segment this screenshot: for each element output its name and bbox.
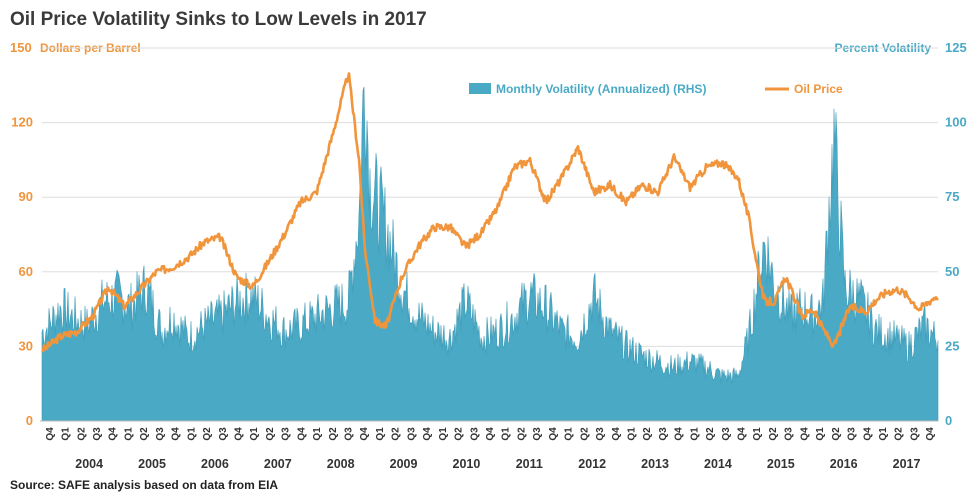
quarter-tick-label: Q4 <box>422 427 433 441</box>
quarter-tick-label: Q2 <box>642 427 653 441</box>
chart-title: Oil Price Volatility Sinks to Low Levels… <box>10 9 427 30</box>
quarter-tick-label: Q4 <box>45 427 56 441</box>
legend-label-oil: Oil Price <box>794 82 843 96</box>
year-tick-labels: 2004 2005 2006 2007 2008 2009 2010 2011 2012 2013… <box>75 457 920 471</box>
quarter-tick-label: Q3 <box>92 427 103 441</box>
left-tick-label: 90 <box>19 189 33 204</box>
year-tick-label: 2011 <box>516 457 543 471</box>
left-axis-ticks: 0 30 60 90 120 150 <box>10 40 33 428</box>
right-tick-label: 125 <box>945 40 967 55</box>
year-tick-label: 2005 <box>138 457 166 471</box>
year-tick-label: 2015 <box>767 457 795 471</box>
quarter-tick-label: Q3 <box>281 427 292 441</box>
source-note: Source: SAFE analysis based on data from… <box>10 478 278 492</box>
quarter-tick-label: Q3 <box>469 427 480 441</box>
quarter-tick-label: Q2 <box>579 427 590 441</box>
quarter-tick-label: Q4 <box>737 427 748 441</box>
quarter-tick-label: Q1 <box>123 427 134 441</box>
year-tick-label: 2009 <box>390 457 418 471</box>
year-tick-label: 2007 <box>264 457 292 471</box>
quarter-tick-label: Q2 <box>454 427 465 441</box>
right-tick-label: 25 <box>945 338 959 353</box>
quarter-tick-label: Q3 <box>847 427 858 441</box>
quarter-tick-label: Q4 <box>233 427 244 441</box>
quarter-tick-label: Q3 <box>909 427 920 441</box>
volatility-area-series <box>41 86 939 422</box>
left-tick-label: 60 <box>19 264 33 279</box>
year-tick-label: 2006 <box>201 457 229 471</box>
quarter-tick-label: Q1 <box>186 427 197 441</box>
quarter-tick-label: Q1 <box>564 427 575 441</box>
quarter-tick-label: Q3 <box>406 427 417 441</box>
year-tick-label: 2012 <box>578 457 606 471</box>
quarter-tick-label: Q3 <box>658 427 669 441</box>
quarter-tick-label: Q4 <box>359 427 370 441</box>
quarter-tick-label: Q1 <box>312 427 323 441</box>
quarter-tick-label: Q1 <box>689 427 700 441</box>
quarter-tick-label: Q4 <box>925 427 936 441</box>
quarter-tick-label: Q4 <box>108 427 119 441</box>
quarter-tick-label: Q2 <box>328 427 339 441</box>
quarter-tick-label: Q2 <box>516 427 527 441</box>
oil-price-line-series <box>41 72 939 353</box>
quarter-tick-labels: Q4 Q1 Q2 Q3 Q4 Q1 Q2 Q3 Q4 Q1 Q2 Q3 Q4 Q1 Q2 Q3 Q4 Q1 Q2 Q3… <box>45 427 936 441</box>
quarter-tick-label: Q4 <box>548 427 559 441</box>
quarter-tick-label: Q3 <box>721 427 732 441</box>
left-tick-label: 120 <box>11 115 33 130</box>
quarter-tick-label: Q4 <box>296 427 307 441</box>
quarter-tick-label: Q1 <box>626 427 637 441</box>
year-tick-label: 2014 <box>704 457 732 471</box>
quarter-tick-label: Q1 <box>752 427 763 441</box>
quarter-tick-label: Q2 <box>768 427 779 441</box>
quarter-tick-label: Q4 <box>611 427 622 441</box>
right-tick-label: 100 <box>945 115 967 130</box>
quarter-tick-label: Q1 <box>438 427 449 441</box>
quarter-tick-label: Q1 <box>501 427 512 441</box>
right-tick-label: 50 <box>945 264 959 279</box>
quarter-tick-label: Q2 <box>265 427 276 441</box>
quarter-tick-label: Q4 <box>171 427 182 441</box>
left-tick-label: 30 <box>19 338 33 353</box>
quarter-tick-label: Q2 <box>705 427 716 441</box>
quarter-tick-label: Q1 <box>815 427 826 441</box>
quarter-tick-label: Q1 <box>878 427 889 441</box>
year-tick-label: 2010 <box>453 457 481 471</box>
quarter-tick-label: Q2 <box>139 427 150 441</box>
plot-area <box>41 72 939 422</box>
right-tick-label: 0 <box>945 413 952 428</box>
quarter-tick-label: Q2 <box>202 427 213 441</box>
right-tick-label: 75 <box>945 189 959 204</box>
left-tick-label: 0 <box>26 413 33 428</box>
quarter-tick-label: Q1 <box>249 427 260 441</box>
year-tick-label: 2016 <box>830 457 858 471</box>
right-axis-ticks: 0 25 50 75 100 125 <box>945 40 967 428</box>
quarter-tick-label: Q3 <box>344 427 355 441</box>
quarter-tick-label: Q2 <box>894 427 905 441</box>
legend: Monthly Volatility (Annualized) (RHS) Oi… <box>469 82 843 96</box>
quarter-tick-label: Q3 <box>784 427 795 441</box>
quarter-tick-label: Q2 <box>391 427 402 441</box>
legend-label-volatility: Monthly Volatility (Annualized) (RHS) <box>496 82 706 96</box>
quarter-tick-label: Q3 <box>532 427 543 441</box>
quarter-tick-label: Q2 <box>76 427 87 441</box>
quarter-tick-label: Q4 <box>485 427 496 441</box>
quarter-tick-label: Q3 <box>155 427 166 441</box>
quarter-tick-label: Q4 <box>799 427 810 441</box>
quarter-tick-label: Q4 <box>862 427 873 441</box>
left-tick-label: 150 <box>10 40 32 55</box>
year-tick-label: 2004 <box>75 457 103 471</box>
year-tick-label: 2013 <box>641 457 669 471</box>
quarter-tick-label: Q1 <box>375 427 386 441</box>
quarter-tick-label: Q2 <box>831 427 842 441</box>
legend-swatch-volatility <box>469 83 491 94</box>
year-tick-label: 2017 <box>893 457 921 471</box>
quarter-tick-label: Q3 <box>595 427 606 441</box>
quarter-tick-label: Q1 <box>61 427 72 441</box>
quarter-tick-label: Q4 <box>674 427 685 441</box>
quarter-tick-label: Q3 <box>218 427 229 441</box>
year-tick-label: 2008 <box>327 457 355 471</box>
